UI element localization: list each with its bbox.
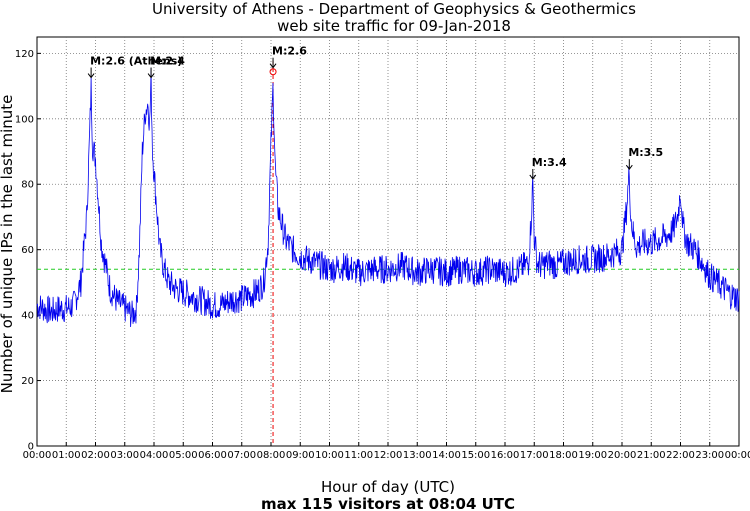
x-tick-label: 00:00: [725, 450, 750, 461]
annotation-label: M:3.5: [628, 146, 663, 159]
annotation-arrowhead: [147, 73, 155, 79]
x-axis-label: Hour of day (UTC): [321, 478, 455, 496]
x-tick-label: 19:00: [578, 450, 607, 461]
annotation-arrowhead: [269, 63, 277, 69]
annotation-label: M:3.4: [532, 156, 567, 169]
traffic-series-line: [36, 67, 740, 328]
x-tick-label: 18:00: [549, 450, 578, 461]
x-tick-label: 20:00: [608, 450, 637, 461]
x-tick-label: 06:00: [198, 450, 227, 461]
x-tick-label: 05:00: [169, 450, 198, 461]
y-tick-label: 20: [21, 376, 34, 387]
x-tick-label: 21:00: [637, 450, 666, 461]
x-tick-label: 02:00: [81, 450, 110, 461]
y-tick-label: 60: [21, 245, 34, 256]
x-tick-label: 13:00: [403, 450, 432, 461]
max-point-marker: [269, 68, 277, 76]
x-tick-label: 17:00: [520, 450, 549, 461]
y-tick-label: 120: [15, 49, 34, 60]
chart-footer: max 115 visitors at 08:04 UTC: [261, 495, 515, 511]
x-tick-label: 15:00: [461, 450, 490, 461]
x-tick-label: 16:00: [491, 450, 520, 461]
annotation-label: M:2.6 (Athens): [90, 55, 182, 68]
x-tick-label: 03:00: [110, 450, 139, 461]
x-tick-label: 11:00: [344, 450, 373, 461]
x-tick-label: 10:00: [315, 450, 344, 461]
y-tick-label: 80: [21, 180, 34, 191]
x-tick-label: 23:00: [695, 450, 724, 461]
annotation-arrowhead: [529, 174, 537, 180]
x-tick-label: 09:00: [286, 450, 315, 461]
x-tick-label: 00:00: [23, 450, 52, 461]
annotation-arrowhead: [625, 164, 633, 170]
y-tick-label: 0: [28, 442, 34, 453]
x-tick-label: 04:00: [140, 450, 169, 461]
x-tick-label: 12:00: [374, 450, 403, 461]
x-tick-label: 08:00: [257, 450, 286, 461]
y-axis-label: Number of unique IPs in the last minute: [0, 95, 16, 394]
x-tick-label: 07:00: [227, 450, 256, 461]
chart-subtitle: web site traffic for 09-Jan-2018: [277, 17, 511, 35]
chart-title: University of Athens - Department of Geo…: [152, 0, 636, 18]
y-tick-label: 100: [15, 114, 34, 125]
x-tick-label: 01:00: [52, 450, 81, 461]
annotation-arrowhead: [87, 73, 95, 79]
annotation-label: M:2.6: [272, 45, 307, 58]
annotation-label: M:2.4: [150, 55, 185, 68]
y-tick-label: 40: [21, 311, 34, 322]
x-tick-label: 22:00: [666, 450, 695, 461]
x-tick-label: 14:00: [432, 450, 461, 461]
